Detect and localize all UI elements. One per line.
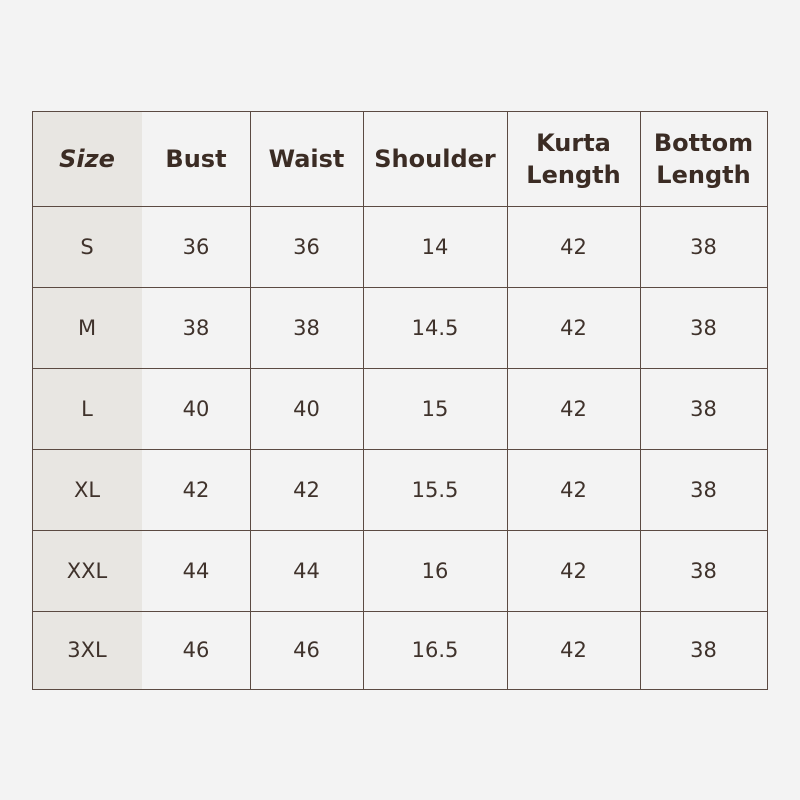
value-cell: 15.5 xyxy=(411,477,459,502)
header-cell: Bottom Length xyxy=(653,128,754,189)
column-border xyxy=(507,111,508,689)
value-cell: 42 xyxy=(293,477,320,502)
value-cell: 40 xyxy=(182,396,210,421)
row-border xyxy=(32,206,768,207)
value-cell: 42 xyxy=(560,396,587,421)
value-cell: 42 xyxy=(560,234,587,259)
row-border xyxy=(32,111,768,112)
size-cell: XXL xyxy=(66,558,108,583)
column-border xyxy=(767,111,768,689)
row-border xyxy=(32,368,768,369)
value-cell: 16 xyxy=(421,558,449,583)
row-border xyxy=(32,530,768,531)
value-cell: 38 xyxy=(690,315,717,340)
value-cell: 42 xyxy=(560,558,587,583)
value-cell: 38 xyxy=(690,558,717,583)
value-cell: 14.5 xyxy=(411,315,459,340)
row-border xyxy=(32,287,768,288)
row-border xyxy=(32,611,768,612)
size-cell: XL xyxy=(73,477,101,502)
column-border xyxy=(640,111,641,689)
header-cell: Shoulder xyxy=(374,144,496,173)
value-cell: 42 xyxy=(560,477,587,502)
value-cell: 38 xyxy=(690,234,717,259)
size-cell: M xyxy=(77,315,97,340)
value-cell: 15 xyxy=(421,396,449,421)
value-cell: 38 xyxy=(182,315,210,340)
size-cell: L xyxy=(81,396,93,421)
header-cell: Kurta Length xyxy=(526,128,621,189)
size-cell: S xyxy=(80,234,94,259)
value-cell: 38 xyxy=(690,396,717,421)
header-cell: Waist xyxy=(268,144,345,173)
size-cell: 3XL xyxy=(67,638,107,662)
column-border xyxy=(32,111,33,689)
value-cell: 42 xyxy=(560,638,587,662)
value-cell: 14 xyxy=(421,234,449,259)
header-cell: Size xyxy=(59,144,115,173)
value-cell: 16.5 xyxy=(411,638,459,662)
row-border xyxy=(32,449,768,450)
header-cell: Bust xyxy=(165,144,227,173)
value-cell: 38 xyxy=(690,638,717,662)
value-cell: 40 xyxy=(293,396,320,421)
size-column-shade xyxy=(32,111,142,689)
value-cell: 44 xyxy=(293,558,320,583)
value-cell: 42 xyxy=(182,477,210,502)
value-cell: 44 xyxy=(182,558,210,583)
value-cell: 38 xyxy=(690,477,717,502)
column-border xyxy=(250,111,251,689)
row-border xyxy=(32,689,768,690)
value-cell: 36 xyxy=(182,234,210,259)
value-cell: 46 xyxy=(182,638,210,662)
column-border xyxy=(363,111,364,689)
value-cell: 42 xyxy=(560,315,587,340)
value-cell: 36 xyxy=(293,234,320,259)
value-cell: 46 xyxy=(293,638,320,662)
value-cell: 38 xyxy=(293,315,320,340)
